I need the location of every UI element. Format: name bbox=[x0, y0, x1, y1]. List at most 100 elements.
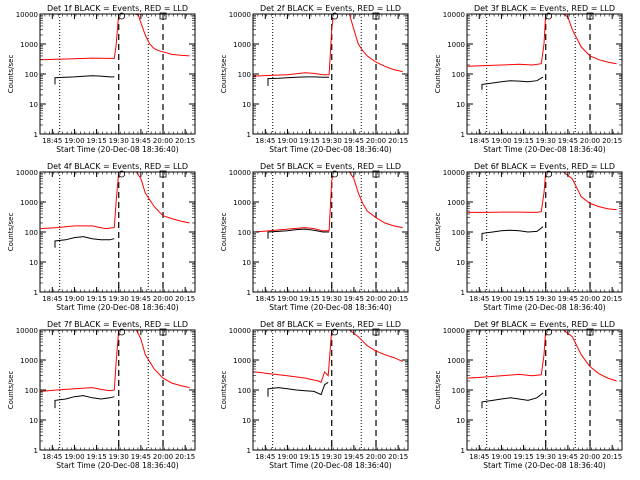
y-tick-label: 1000 bbox=[447, 357, 465, 365]
y-tick-label: 100 bbox=[25, 229, 38, 237]
y-tick-label: 1 bbox=[247, 447, 251, 455]
lld-series-line bbox=[40, 330, 190, 392]
series-group bbox=[253, 14, 403, 86]
y-tick-label: 1 bbox=[461, 131, 465, 139]
y-tick-label: 1 bbox=[461, 447, 465, 455]
x-tick-label: 20:00 bbox=[366, 453, 386, 461]
y-tick-label: 10000 bbox=[229, 327, 251, 335]
x-tick-label: 19:30 bbox=[322, 453, 342, 461]
y-tick-label: 10 bbox=[456, 259, 465, 267]
y-tick-label: 1 bbox=[461, 289, 465, 297]
chart-panel-9: Det 9f BLACK = Events, RED = LLD 1 10 100 10… bbox=[434, 320, 623, 470]
x-tick-label: 19:45 bbox=[131, 453, 151, 461]
x-tick-label: 19:45 bbox=[131, 137, 151, 145]
y-tick-label: 1000 bbox=[233, 199, 251, 207]
x-tick-label: 19:15 bbox=[299, 295, 319, 303]
x-tick-label: 20:15 bbox=[175, 137, 195, 145]
x-tick-label: 19:45 bbox=[558, 295, 578, 303]
x-tick-label: 19:45 bbox=[131, 295, 151, 303]
y-tick-label: 10 bbox=[242, 417, 251, 425]
chart-title: Det 9f BLACK = Events, RED = LLD bbox=[474, 320, 615, 329]
chart-panel-7: Det 7f BLACK = Events, RED = LLD 1 10 100 10… bbox=[7, 320, 196, 470]
lld-series-line bbox=[253, 14, 403, 77]
y-tick-label: 100 bbox=[452, 387, 465, 395]
x-tick-label: 20:00 bbox=[366, 295, 386, 303]
events-series-line bbox=[54, 75, 115, 85]
x-tick-label: 19:30 bbox=[322, 295, 342, 303]
x-tick-label: 20:00 bbox=[366, 137, 386, 145]
x-tick-label: 19:00 bbox=[491, 453, 511, 461]
y-tick-label: 10 bbox=[456, 101, 465, 109]
y-tick-label: 1 bbox=[247, 289, 251, 297]
y-axis-label: Counts/sec bbox=[7, 371, 15, 410]
x-tick-label: 19:00 bbox=[277, 453, 297, 461]
x-axis-label: Start Time (20-Dec-08 18:36:40) bbox=[56, 303, 178, 312]
x-tick-label: 19:00 bbox=[64, 295, 84, 303]
series-group bbox=[467, 330, 617, 409]
series-group bbox=[467, 14, 617, 90]
x-tick-label: 19:00 bbox=[491, 137, 511, 145]
chart-panel-3: Det 3f BLACK = Events, RED = LLD 1 10 100 10… bbox=[434, 4, 623, 154]
x-tick-label: 19:45 bbox=[344, 295, 364, 303]
x-tick-label: 19:45 bbox=[558, 137, 578, 145]
x-tick-label: 18:45 bbox=[42, 137, 62, 145]
y-tick-label: 1000 bbox=[20, 41, 38, 49]
lld-series-line bbox=[253, 330, 403, 383]
x-tick-label: 20:15 bbox=[388, 453, 408, 461]
x-axis-label: Start Time (20-Dec-08 18:36:40) bbox=[483, 145, 605, 154]
y-tick-label: 10 bbox=[29, 417, 38, 425]
series-group bbox=[40, 330, 190, 409]
x-tick-label: 19:00 bbox=[64, 137, 84, 145]
y-tick-label: 1 bbox=[247, 131, 251, 139]
events-series-line bbox=[481, 392, 544, 409]
x-axis-label: Start Time (20-Dec-08 18:36:40) bbox=[269, 461, 391, 470]
x-tick-label: 19:00 bbox=[491, 295, 511, 303]
x-tick-label: 20:15 bbox=[175, 295, 195, 303]
x-tick-label: 20:15 bbox=[602, 453, 622, 461]
y-axis-label: Counts/sec bbox=[220, 371, 228, 410]
events-series-line bbox=[481, 226, 544, 241]
chart-panel-5: Det 5f BLACK = Events, RED = LLD 1 10 100 10… bbox=[220, 162, 409, 312]
x-axis-label: Start Time (20-Dec-08 18:36:40) bbox=[56, 145, 178, 154]
y-tick-label: 1000 bbox=[233, 357, 251, 365]
y-tick-label: 1000 bbox=[20, 199, 38, 207]
y-tick-label: 1 bbox=[34, 131, 38, 139]
x-tick-label: 19:30 bbox=[536, 137, 556, 145]
y-tick-label: 10 bbox=[242, 259, 251, 267]
y-tick-label: 100 bbox=[452, 229, 465, 237]
y-tick-label: 100 bbox=[25, 71, 38, 79]
x-tick-label: 18:45 bbox=[255, 137, 275, 145]
x-tick-label: 19:15 bbox=[299, 137, 319, 145]
y-tick-label: 100 bbox=[452, 71, 465, 79]
events-series-line bbox=[481, 76, 544, 90]
events-series-line bbox=[267, 228, 330, 239]
lld-series-line bbox=[467, 14, 617, 67]
y-tick-label: 10 bbox=[29, 101, 38, 109]
series-group bbox=[253, 330, 403, 397]
y-tick-label: 1000 bbox=[447, 199, 465, 207]
y-tick-label: 10 bbox=[242, 101, 251, 109]
events-series-line bbox=[267, 381, 329, 397]
chart-panel-4: Det 4f BLACK = Events, RED = LLD 1 10 100 10… bbox=[7, 162, 196, 312]
x-tick-label: 18:45 bbox=[469, 137, 489, 145]
x-tick-label: 20:00 bbox=[580, 137, 600, 145]
y-tick-label: 10000 bbox=[16, 169, 38, 177]
x-tick-label: 20:00 bbox=[153, 295, 173, 303]
x-axis-label: Start Time (20-Dec-08 18:36:40) bbox=[56, 461, 178, 470]
y-axis-label: Counts/sec bbox=[7, 55, 15, 94]
x-tick-label: 19:15 bbox=[86, 137, 106, 145]
y-tick-label: 1000 bbox=[233, 41, 251, 49]
y-tick-label: 10000 bbox=[229, 11, 251, 19]
series-group bbox=[467, 172, 617, 241]
series-group bbox=[40, 14, 190, 85]
y-tick-label: 100 bbox=[238, 387, 251, 395]
chart-title: Det 8f BLACK = Events, RED = LLD bbox=[260, 320, 401, 329]
lld-series-line bbox=[40, 14, 190, 61]
x-tick-label: 18:45 bbox=[469, 453, 489, 461]
y-tick-label: 1 bbox=[34, 447, 38, 455]
x-tick-label: 19:15 bbox=[513, 295, 533, 303]
y-axis-label: Counts/sec bbox=[434, 55, 442, 94]
x-axis-label: Start Time (20-Dec-08 18:36:40) bbox=[269, 303, 391, 312]
